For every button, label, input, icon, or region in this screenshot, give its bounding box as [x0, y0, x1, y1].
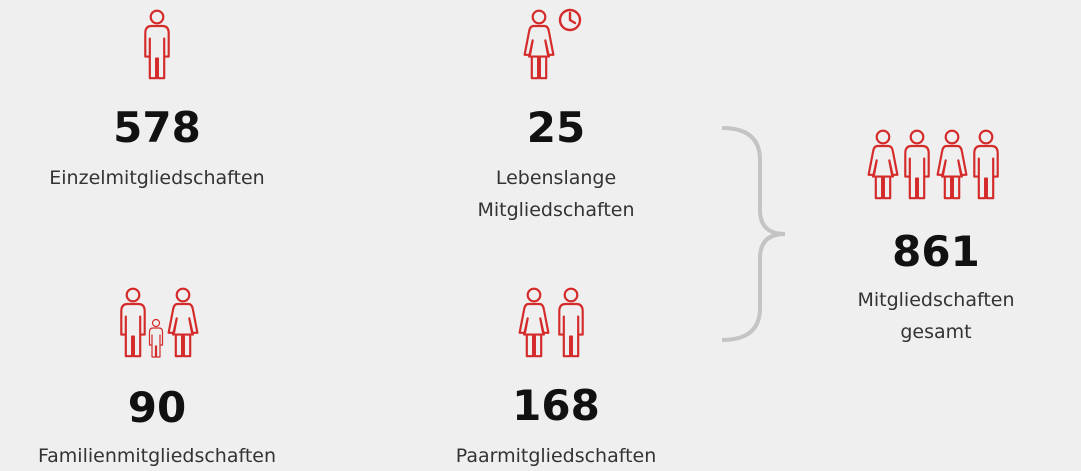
value: 578	[113, 103, 201, 152]
total-value: 861	[892, 227, 980, 276]
icon-couple	[518, 287, 585, 358]
value: 90	[128, 383, 186, 432]
total-label: Mitgliedschaften	[857, 289, 1014, 311]
brace	[721, 126, 786, 342]
icon-single	[143, 9, 171, 80]
label: Paarmitgliedschaften	[456, 445, 657, 467]
value: 25	[527, 103, 585, 152]
icon-lifetime	[523, 8, 582, 80]
total-label: gesamt	[900, 321, 971, 343]
value: 168	[512, 381, 600, 430]
label: Einzelmitgliedschaften	[49, 167, 264, 189]
icon-total	[867, 129, 1000, 200]
icon-family	[119, 287, 199, 358]
label: Lebenslange	[496, 167, 616, 189]
label: Familienmitgliedschaften	[38, 445, 276, 467]
label: Mitgliedschaften	[477, 199, 634, 221]
